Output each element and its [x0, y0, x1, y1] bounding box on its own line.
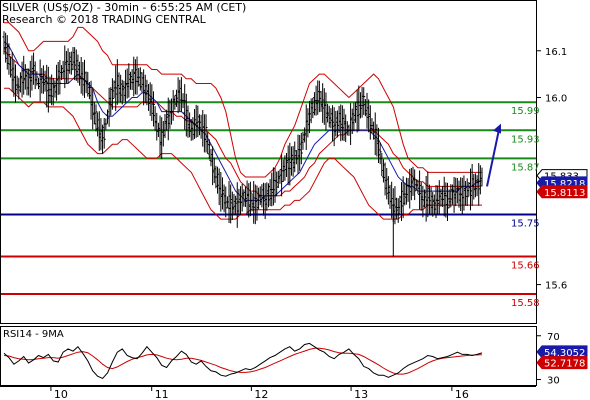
x-tick-label: 13	[354, 388, 368, 400]
rsi-ma-line	[3, 347, 483, 375]
price-tag-label: 15.8218	[544, 179, 585, 190]
x-tick-label: 11	[155, 388, 169, 400]
rsi-y-tick-label: 30	[547, 376, 560, 387]
price-tag-label: 54.3052	[544, 348, 585, 359]
level-lines: 15.99 15.93 15.87 15.75 15.66 15.58	[1, 101, 540, 309]
y-tick-label: 15.6	[545, 281, 567, 292]
price-tag-label: 15.8113	[544, 188, 585, 199]
rsi-y-tick-label: 70	[547, 332, 560, 343]
price-tag	[536, 185, 588, 199]
copyright-text: Research © 2018 TRADING CENTRAL	[2, 13, 206, 26]
forecast-arrow-shaft	[486, 129, 500, 187]
level-label: 15.75	[511, 218, 540, 229]
bollinger-upper-line	[4, 22, 482, 178]
level-label: 15.87	[511, 162, 540, 173]
price-tag-label: 52.7178	[544, 359, 585, 370]
forecast-arrow	[486, 123, 501, 187]
x-tick-label: 10	[54, 388, 68, 400]
price-tag	[536, 356, 588, 370]
y-tick-label: 16.0	[545, 94, 567, 105]
level-label: 15.58	[511, 298, 540, 309]
rsi-lines	[3, 342, 483, 380]
bollinger-bands	[4, 22, 482, 220]
level-label: 15.93	[511, 134, 540, 145]
main-plot-frame	[0, 0, 537, 324]
bollinger-lower-line	[4, 87, 482, 220]
ma-slow-line	[3, 50, 483, 197]
moving-averages	[3, 41, 483, 201]
level-label: 15.99	[511, 106, 540, 117]
x-tick-label: 16	[455, 388, 469, 400]
rsi-plot-frame	[0, 326, 537, 386]
level-label: 15.66	[511, 261, 540, 272]
y-tick-label: 16.1	[545, 47, 567, 58]
price-bars	[2, 31, 483, 257]
x-tick-label: 12	[254, 388, 268, 400]
x-axis: 10 11 12 13 16	[50, 386, 469, 400]
forecast-arrow-head	[493, 123, 501, 134]
y-axis: 15.6 16.0 16.1 30 70	[537, 47, 567, 387]
rsi-title: RSI14 - 9MA	[3, 329, 64, 340]
chart-title: SILVER (US$/OZ) - 30min - 6:55:25 AM (CE…	[2, 1, 247, 14]
ma-fast-line	[3, 41, 483, 201]
rsi-line	[3, 342, 483, 380]
